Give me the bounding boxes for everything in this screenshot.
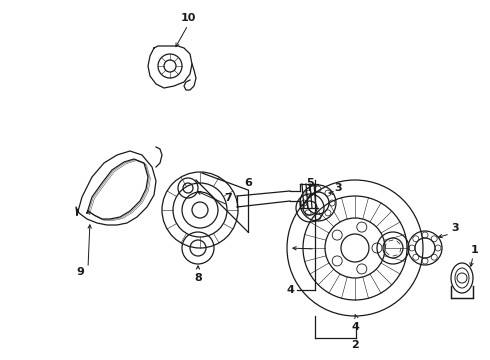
Text: 5: 5	[306, 178, 314, 188]
Text: 1: 1	[471, 245, 479, 255]
Text: 4: 4	[351, 322, 359, 332]
Text: 6: 6	[244, 178, 252, 188]
Text: 9: 9	[76, 267, 84, 277]
Text: 8: 8	[194, 273, 202, 283]
Text: 2: 2	[351, 340, 359, 350]
Text: 4: 4	[286, 285, 294, 295]
Text: 3: 3	[334, 183, 342, 193]
Text: 10: 10	[180, 13, 196, 23]
Text: 7: 7	[224, 193, 232, 203]
Ellipse shape	[451, 263, 473, 293]
Text: 3: 3	[451, 223, 459, 233]
